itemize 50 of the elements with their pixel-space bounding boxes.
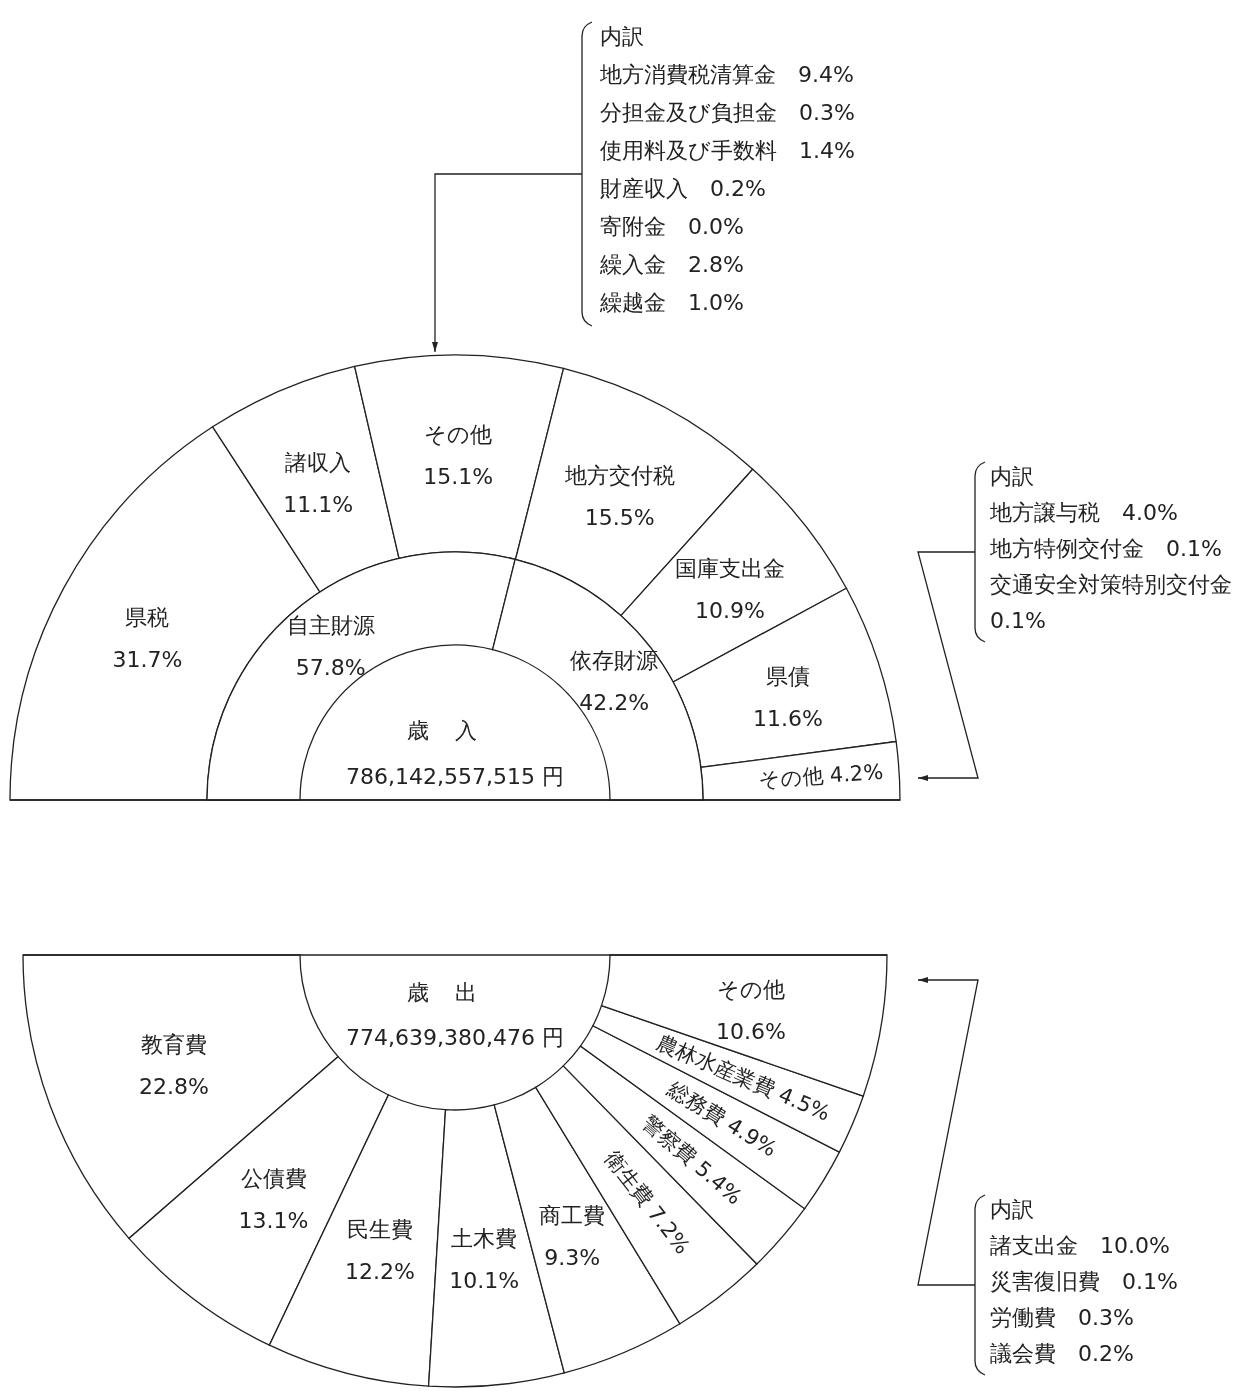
slice-label: 国庫支出金 — [675, 555, 786, 581]
slice-label: その他 — [716, 976, 785, 1002]
text: 地方譲与税 4.0% — [989, 500, 1178, 525]
data-label: 9.3% — [544, 1245, 601, 1271]
slice-label: 県債 — [765, 663, 810, 689]
text: 地方消費税清算金 9.4% — [599, 62, 854, 87]
data-label: 13.1% — [238, 1207, 309, 1233]
slice-label: 公債費 — [240, 1165, 307, 1191]
text: 774,639,380,476 円 — [346, 1025, 564, 1050]
text: 災害復旧費 0.1% — [990, 1269, 1178, 1294]
text: 繰越金 1.0% — [599, 290, 744, 315]
data-label: 15.1% — [423, 464, 494, 490]
text: 寄附金 0.0% — [600, 214, 744, 239]
slice-label: 依存財源 — [570, 647, 659, 673]
text: 諸支出金 10.0% — [990, 1233, 1170, 1258]
data-label: 42.2% — [579, 689, 650, 715]
data-label: 10.9% — [695, 597, 765, 623]
slice-label: 自主財源 — [286, 612, 375, 638]
data-label: 11.6% — [752, 705, 823, 731]
slice-label: 地方交付税 — [563, 463, 675, 489]
text: 交通安全対策特別交付金 0.1% — [990, 572, 1232, 633]
text: 地方特例交付金 0.1% — [989, 536, 1222, 561]
category-label: その他 4.2% — [757, 759, 884, 792]
data-label: 31.7% — [112, 646, 183, 672]
data-label: 10.6% — [715, 1018, 786, 1044]
data-label: 10.1% — [449, 1267, 520, 1293]
text: 繰入金 2.8% — [599, 252, 744, 277]
text: 使用料及び手数料 1.4% — [600, 138, 855, 163]
slice-label: 土木費 — [451, 1225, 518, 1251]
slice-label: 諸収入 — [285, 449, 352, 475]
text: 786,142,557,515 円 — [346, 764, 564, 789]
text: 歳出 — [406, 980, 504, 1005]
slice-label: 県税 — [125, 604, 170, 630]
text: 内訳 — [990, 1197, 1034, 1222]
data-label: 12.2% — [345, 1259, 415, 1285]
data-label: 22.8% — [139, 1074, 209, 1100]
text: 分担金及び負担金 0.3% — [600, 100, 855, 125]
data-label: 11.1% — [283, 491, 354, 517]
text: 内訳 — [990, 464, 1034, 489]
text: 歳入 — [406, 718, 504, 743]
text: 労働費 0.3% — [990, 1305, 1134, 1330]
slice-label: その他 — [424, 422, 493, 448]
data-label: 57.8% — [295, 654, 366, 680]
data-label: 15.5% — [584, 505, 655, 531]
text: 内訳 — [600, 24, 644, 49]
slice-label: 民生費 — [347, 1217, 414, 1243]
text: 財産収入 0.2% — [600, 176, 766, 201]
slice-label: 商工費 — [539, 1203, 606, 1229]
text: 議会費 0.2% — [990, 1341, 1134, 1366]
slice-label: 教育費 — [141, 1032, 207, 1058]
